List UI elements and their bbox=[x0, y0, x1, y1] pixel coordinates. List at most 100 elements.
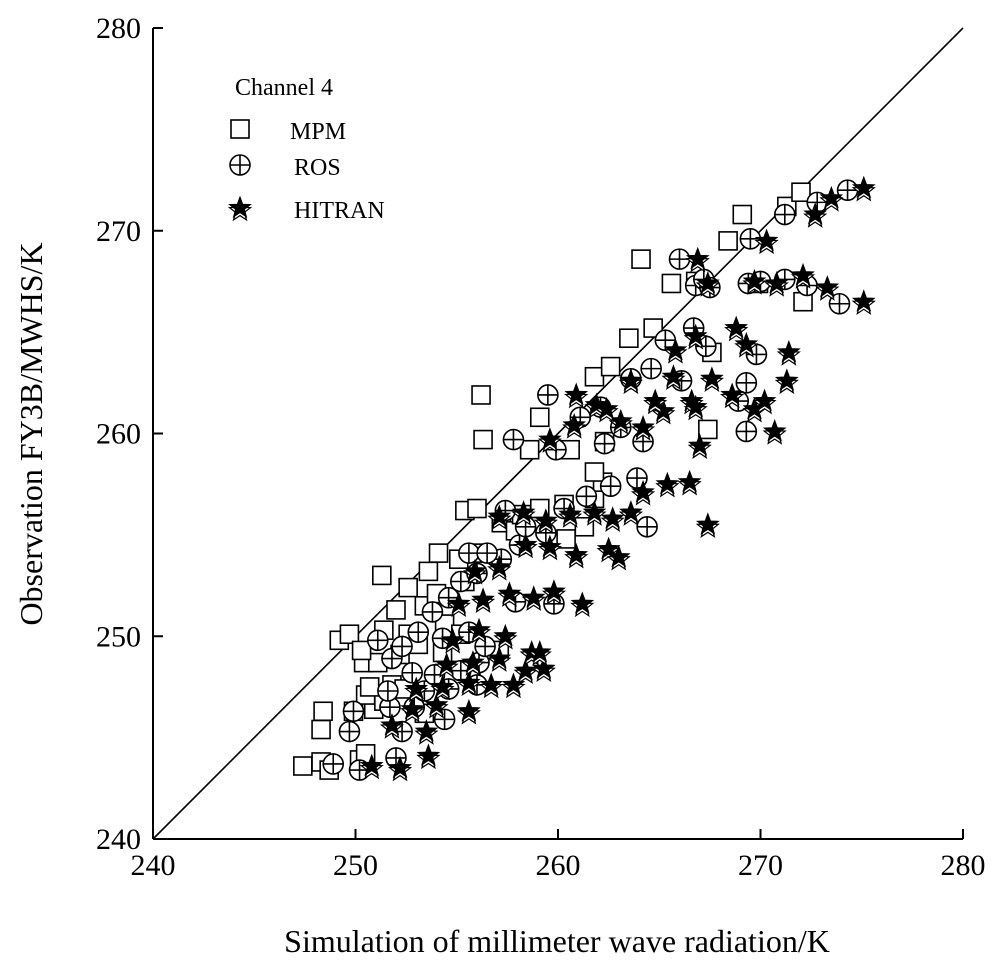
star-fill bbox=[734, 331, 759, 355]
star-fill bbox=[819, 185, 844, 209]
star-fill bbox=[742, 269, 767, 292]
star-fill bbox=[683, 394, 708, 418]
data-point-hitran bbox=[359, 753, 384, 780]
data-point-hitran bbox=[720, 382, 745, 409]
star-fill bbox=[631, 414, 655, 438]
data-point-hitran bbox=[430, 674, 455, 701]
legend-marker-hitran bbox=[227, 195, 253, 222]
data-point-hitran bbox=[606, 544, 631, 571]
star-fill bbox=[700, 366, 724, 389]
data-point-ros bbox=[377, 680, 399, 702]
star-fill bbox=[815, 275, 840, 298]
data-point-ros bbox=[476, 542, 498, 564]
data-point-ros bbox=[322, 753, 345, 775]
series-mpm bbox=[293, 182, 813, 780]
data-point-ros bbox=[593, 432, 616, 455]
data-point-hitran bbox=[527, 640, 552, 666]
data-point-mpm bbox=[791, 182, 811, 203]
star-fill bbox=[803, 202, 828, 225]
star-fill bbox=[513, 658, 538, 681]
data-point-hitran bbox=[440, 627, 465, 654]
data-point-hitran bbox=[562, 412, 587, 439]
data-point-hitran bbox=[462, 558, 488, 585]
star-fill bbox=[416, 743, 441, 766]
data-point-hitran bbox=[803, 202, 828, 228]
legend-label-hitran: HITRAN bbox=[294, 198, 385, 224]
data-point-mpm bbox=[473, 429, 493, 450]
x-tick-label: 280 bbox=[941, 849, 986, 882]
data-point-ros bbox=[407, 621, 430, 643]
data-point-hitran bbox=[734, 331, 759, 358]
data-point-hitran bbox=[513, 532, 538, 559]
star-fill bbox=[631, 479, 655, 503]
data-point-hitran bbox=[541, 579, 567, 605]
data-point-hitran bbox=[466, 617, 492, 644]
data-point-ros bbox=[342, 700, 365, 723]
star-fill bbox=[434, 652, 459, 675]
star-fill bbox=[724, 315, 749, 339]
data-point-hitran bbox=[493, 623, 518, 650]
star-fill bbox=[446, 591, 471, 614]
star-fill bbox=[534, 508, 558, 531]
data-point-mpm bbox=[293, 756, 313, 776]
data-point-hitran bbox=[618, 500, 644, 526]
data-point-ros bbox=[828, 292, 851, 315]
data-point-hitran bbox=[456, 670, 482, 697]
data-point-mpm bbox=[631, 249, 651, 269]
data-point-ros bbox=[391, 635, 413, 658]
data-point-hitran bbox=[687, 433, 712, 459]
star-fill bbox=[527, 640, 552, 663]
data-point-hitran bbox=[414, 719, 439, 745]
star-fill bbox=[497, 581, 522, 604]
data-point-hitran bbox=[815, 275, 840, 301]
star-fill bbox=[430, 674, 455, 698]
data-point-hitran bbox=[400, 696, 425, 723]
data-point-hitran bbox=[487, 646, 512, 672]
legend-marker-ros bbox=[229, 154, 251, 176]
data-point-hitran bbox=[594, 396, 619, 423]
data-point-hitran bbox=[724, 315, 749, 342]
reference-line bbox=[152, 27, 964, 840]
star-fill bbox=[380, 713, 404, 736]
star-fill bbox=[643, 388, 668, 412]
star-fill bbox=[538, 427, 562, 450]
data-point-mpm bbox=[471, 385, 491, 405]
data-point-hitran bbox=[533, 508, 558, 534]
data-point-hitran bbox=[479, 672, 504, 699]
star-fill bbox=[471, 587, 495, 610]
data-point-hitran bbox=[683, 394, 708, 421]
star-fill bbox=[720, 382, 744, 406]
data-point-ros bbox=[668, 248, 691, 270]
data-marks bbox=[293, 175, 876, 782]
star-fill bbox=[542, 579, 566, 602]
data-point-ros bbox=[739, 228, 762, 250]
star-fill bbox=[851, 175, 876, 199]
data-point-hitran bbox=[446, 591, 471, 618]
legend: Channel 4 MPM ROS HITRAN bbox=[227, 75, 385, 224]
star-fill bbox=[467, 617, 491, 641]
star-fill bbox=[531, 656, 556, 679]
data-point-ros bbox=[636, 515, 658, 538]
x-tick-label: 270 bbox=[738, 849, 783, 882]
legend-label-ros: ROS bbox=[294, 155, 341, 181]
ticks: 240 250 260 270 280 240 250 260 270 280 bbox=[96, 12, 986, 882]
data-point-ros bbox=[401, 661, 424, 684]
data-point-hitran bbox=[677, 469, 702, 496]
data-point-ros bbox=[836, 179, 859, 201]
data-point-mpm bbox=[386, 600, 406, 620]
data-point-hitran bbox=[699, 366, 725, 393]
data-point-hitran bbox=[764, 271, 789, 297]
star-fill bbox=[696, 512, 720, 535]
y-tick-label: 270 bbox=[96, 215, 141, 248]
legend-label-mpm: MPM bbox=[290, 119, 346, 145]
data-point-hitran bbox=[618, 368, 643, 395]
data-point-ros bbox=[640, 357, 662, 380]
data-point-ros bbox=[366, 629, 389, 652]
star-fill bbox=[487, 554, 512, 578]
star-fill bbox=[619, 500, 643, 523]
star-fill bbox=[663, 337, 688, 361]
data-point-ros bbox=[423, 663, 446, 686]
data-point-hitran bbox=[600, 506, 625, 532]
data-point-mpm bbox=[398, 577, 418, 598]
